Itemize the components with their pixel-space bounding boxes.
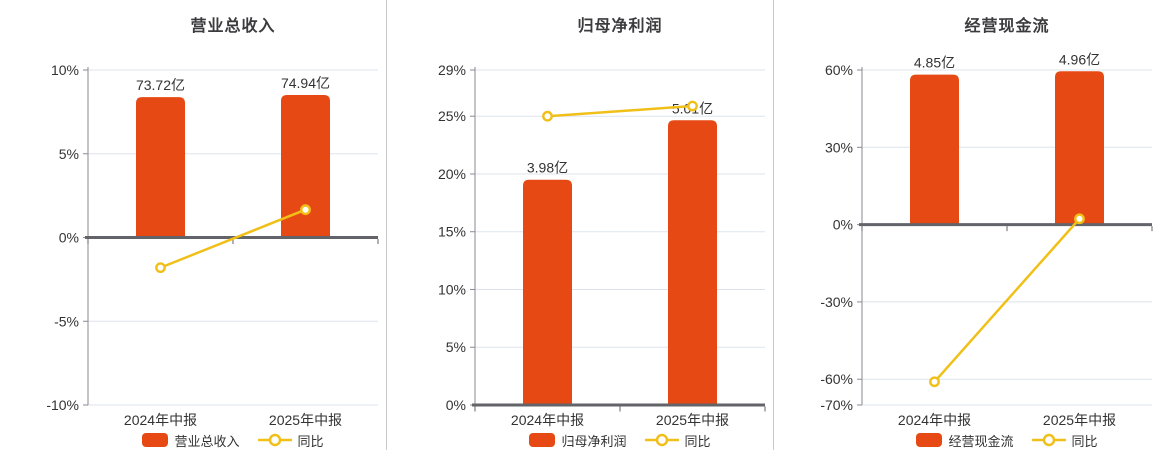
legend-item-bar-series[interactable]: 营业总收入 [142, 431, 240, 450]
chart-canvas-revenue: 10% 5% 0% -5% -10% 73.72亿 74.94亿 2024年中报 2025年中报 [46, 62, 379, 428]
x-category-label: 2025年中报 [1043, 412, 1116, 428]
bar [1055, 71, 1104, 225]
trend-marker [542, 110, 553, 122]
chart-panel-revenue: 营业总收入 10% 5% 0% -5% -10% 73.72亿 74.94亿 2024年中报 2… [0, 0, 386, 450]
y-tick-label: 25% [438, 108, 466, 124]
trend-line [159, 208, 307, 269]
bar [910, 74, 959, 225]
chart-canvas-net-profit: 29%25%20%15%10%5%0%3.98亿5.01亿2024年中报2025… [438, 62, 766, 428]
trend-marker [155, 262, 166, 274]
trend-line [546, 104, 694, 118]
bar-value-label: 74.94亿 [281, 75, 330, 91]
legend-label: 同比 [297, 433, 324, 449]
y-tick-label: -10% [46, 397, 79, 413]
x-category-label: 2025年中报 [269, 412, 342, 428]
y-tick-label: -60% [820, 371, 853, 387]
y-tick-label: 0% [833, 217, 853, 233]
trend-marker [300, 204, 311, 216]
trend-marker [929, 376, 940, 388]
legend-item-line-series[interactable]: 同比 [257, 431, 324, 450]
legend-item-bar-series[interactable]: 归母净利润 [529, 431, 627, 450]
legend-item-bar-series[interactable]: 经营现金流 [916, 431, 1014, 450]
chart-legend-cash-flow: 经营现金流 同比 [854, 430, 1160, 450]
x-category-label: 2025年中报 [656, 412, 729, 428]
y-tick-label: 29% [438, 62, 466, 78]
chart-legend-net-profit: 归母净利润 同比 [467, 430, 773, 450]
y-tick-label: 5% [446, 339, 466, 355]
y-tick-label: 0% [446, 397, 466, 413]
legend-label: 同比 [684, 433, 711, 449]
chart-title-net-profit: 归母净利润 [577, 18, 663, 35]
chart-legend-revenue: 营业总收入 同比 [80, 430, 386, 450]
bar-series-swatch [529, 433, 556, 447]
trend-marker [687, 100, 698, 112]
y-tick-label: 60% [825, 62, 853, 78]
y-tick-label: 5% [59, 146, 79, 162]
x-category-label: 2024年中报 [511, 412, 584, 428]
bar-value-label: 3.98亿 [527, 160, 568, 176]
y-tick-label: -5% [54, 313, 79, 329]
trend-line [933, 217, 1081, 384]
y-tick-label: 10% [438, 281, 466, 297]
bar [668, 120, 717, 405]
line-series-symbol-icon [1031, 433, 1066, 447]
legend-label: 同比 [1071, 433, 1098, 449]
legend-item-line-series[interactable]: 同比 [644, 431, 711, 450]
bar-series-swatch [916, 433, 943, 447]
trend-marker [1074, 213, 1085, 225]
legend-label: 营业总收入 [174, 433, 240, 449]
legend-label: 归母净利润 [561, 433, 627, 449]
line-series-symbol-icon [644, 433, 679, 447]
bar [523, 179, 572, 405]
y-tick-label: 0% [59, 230, 79, 246]
legend-item-line-series[interactable]: 同比 [1031, 431, 1098, 450]
bar [281, 94, 330, 238]
chart-canvas-cash-flow: 60% 30% 0% -30% -60% -70% 4.85亿 4.96亿 2024年中报 202… [820, 51, 1153, 428]
line-series-symbol-icon [257, 433, 292, 447]
x-category-label: 2024年中报 [898, 412, 971, 428]
y-tick-label: 20% [438, 166, 466, 182]
bar-value-label: 4.96亿 [1059, 51, 1100, 67]
chart-panel-cash-flow: 经营现金流 60% 30% 0% -30% -60% -70% 4.85亿 4.96亿 2024… [773, 0, 1160, 450]
legend-label: 经营现金流 [948, 433, 1014, 449]
y-tick-label: -30% [820, 294, 853, 310]
chart-panel-net-profit: 归母净利润 29%25%20%15%10%5%0%3.98亿5.01亿2024年… [386, 0, 773, 450]
y-tick-label: 10% [51, 62, 79, 78]
chart-title-cash-flow: 经营现金流 [964, 18, 1050, 35]
bar [136, 97, 185, 238]
y-tick-label: -70% [820, 397, 853, 413]
chart-title-revenue: 营业总收入 [190, 18, 276, 35]
bar-value-label: 4.85亿 [914, 55, 955, 71]
x-category-label: 2024年中报 [124, 412, 197, 428]
y-tick-label: 30% [825, 139, 853, 155]
bar-series-swatch [142, 433, 169, 447]
bar-value-label: 73.72亿 [136, 77, 185, 93]
y-tick-label: 15% [438, 224, 466, 240]
